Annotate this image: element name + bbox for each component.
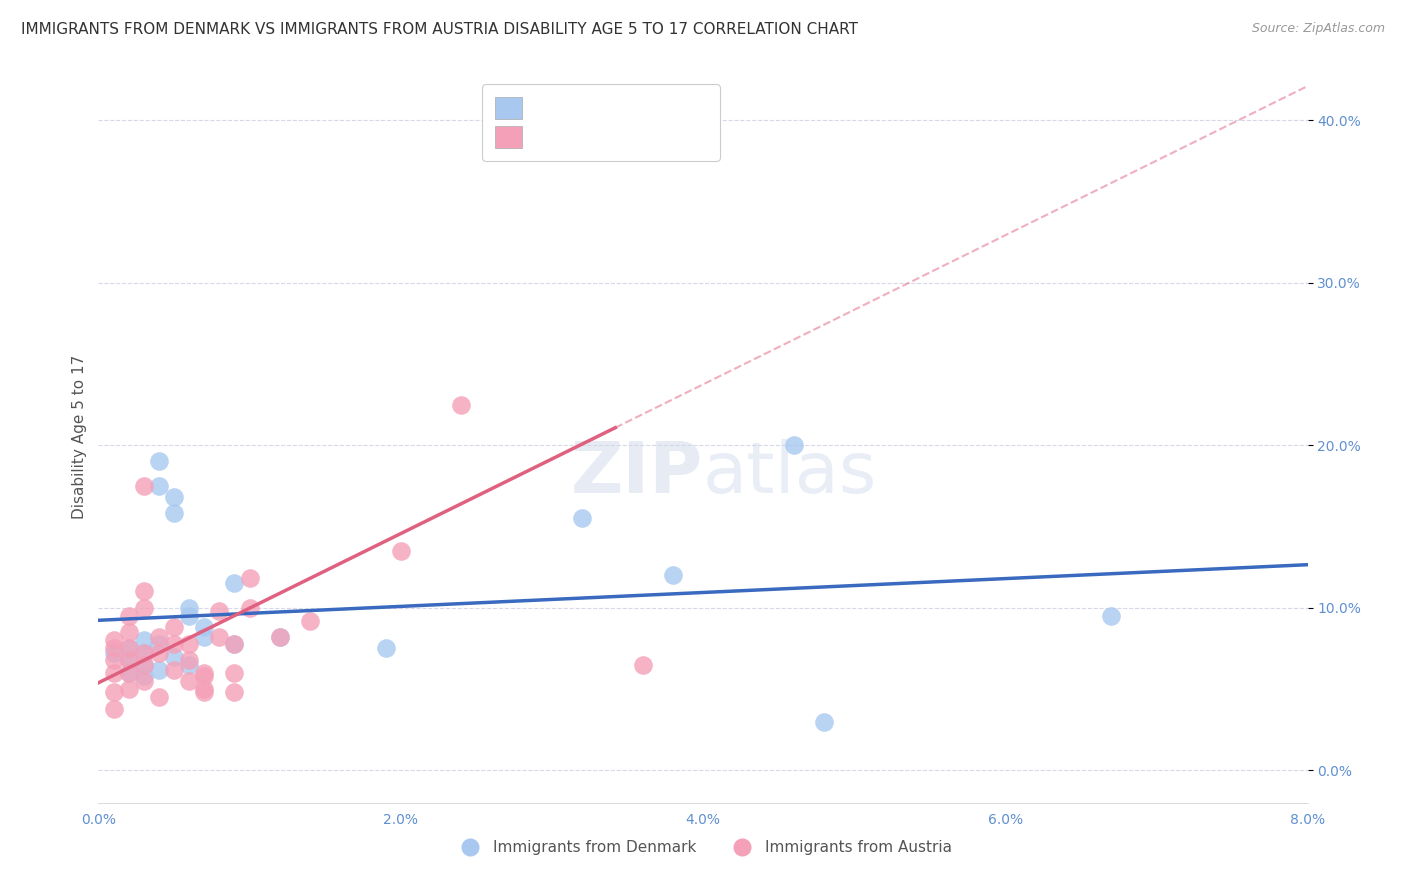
- Point: [179, 608, 201, 623]
- Text: IMMIGRANTS FROM DENMARK VS IMMIGRANTS FROM AUSTRIA DISABILITY AGE 5 TO 17 CORREL: IMMIGRANTS FROM DENMARK VS IMMIGRANTS FR…: [21, 22, 858, 37]
- Text: N = 28: N = 28: [641, 101, 704, 119]
- Point: [148, 630, 170, 644]
- Text: atlas: atlas: [703, 439, 877, 508]
- Point: [783, 438, 806, 452]
- Point: [179, 673, 201, 688]
- Point: [450, 398, 472, 412]
- Point: [148, 663, 170, 677]
- Point: [813, 714, 835, 729]
- Point: [132, 600, 155, 615]
- Point: [239, 572, 262, 586]
- Legend: Immigrants from Denmark, Immigrants from Austria: Immigrants from Denmark, Immigrants from…: [449, 834, 957, 861]
- Point: [163, 636, 186, 650]
- Point: [239, 600, 262, 615]
- Point: [118, 641, 141, 656]
- Point: [132, 633, 155, 648]
- Point: [224, 685, 246, 699]
- Point: [193, 681, 215, 696]
- Point: [374, 641, 396, 656]
- Point: [269, 630, 291, 644]
- Point: [148, 479, 170, 493]
- Text: ZIP: ZIP: [571, 439, 703, 508]
- Text: N = 44: N = 44: [643, 132, 704, 150]
- Point: [163, 663, 186, 677]
- Text: Source: ZipAtlas.com: Source: ZipAtlas.com: [1251, 22, 1385, 36]
- Point: [103, 665, 125, 680]
- Point: [132, 657, 155, 672]
- Point: [118, 625, 141, 640]
- Point: [1099, 608, 1122, 623]
- Point: [103, 685, 125, 699]
- Point: [224, 665, 246, 680]
- Point: [179, 653, 201, 667]
- Point: [224, 636, 246, 650]
- Point: [224, 636, 246, 650]
- Point: [661, 568, 683, 582]
- Point: [208, 630, 231, 644]
- Point: [148, 454, 170, 468]
- Point: [118, 681, 141, 696]
- Point: [193, 620, 215, 634]
- Point: [224, 576, 246, 591]
- Point: [103, 633, 125, 648]
- Point: [148, 646, 170, 660]
- Point: [103, 653, 125, 667]
- Point: [118, 665, 141, 680]
- Point: [118, 665, 141, 680]
- Text: R = 0.368: R = 0.368: [543, 101, 634, 119]
- Point: [269, 630, 291, 644]
- Point: [103, 641, 125, 656]
- Point: [571, 511, 593, 525]
- Point: [193, 630, 215, 644]
- Point: [163, 620, 186, 634]
- Point: [132, 584, 155, 599]
- Point: [193, 669, 215, 683]
- Point: [118, 641, 141, 656]
- Point: [118, 653, 141, 667]
- Y-axis label: Disability Age 5 to 17: Disability Age 5 to 17: [72, 355, 87, 519]
- Point: [163, 490, 186, 504]
- Point: [118, 653, 141, 667]
- Point: [132, 657, 155, 672]
- Point: [179, 636, 201, 650]
- Point: [602, 121, 624, 136]
- Point: [163, 649, 186, 664]
- Point: [389, 544, 412, 558]
- Point: [132, 669, 155, 683]
- Point: [193, 685, 215, 699]
- Point: [148, 636, 170, 650]
- Point: [118, 608, 141, 623]
- Point: [103, 701, 125, 715]
- Point: [193, 665, 215, 680]
- Point: [103, 646, 125, 660]
- Point: [132, 646, 155, 660]
- Point: [299, 614, 322, 628]
- Point: [179, 600, 201, 615]
- Point: [148, 690, 170, 705]
- Point: [631, 657, 654, 672]
- Text: R = 0.429: R = 0.429: [543, 132, 634, 150]
- Point: [179, 657, 201, 672]
- Point: [132, 479, 155, 493]
- Point: [132, 673, 155, 688]
- Point: [132, 646, 155, 660]
- Point: [163, 507, 186, 521]
- Point: [208, 604, 231, 618]
